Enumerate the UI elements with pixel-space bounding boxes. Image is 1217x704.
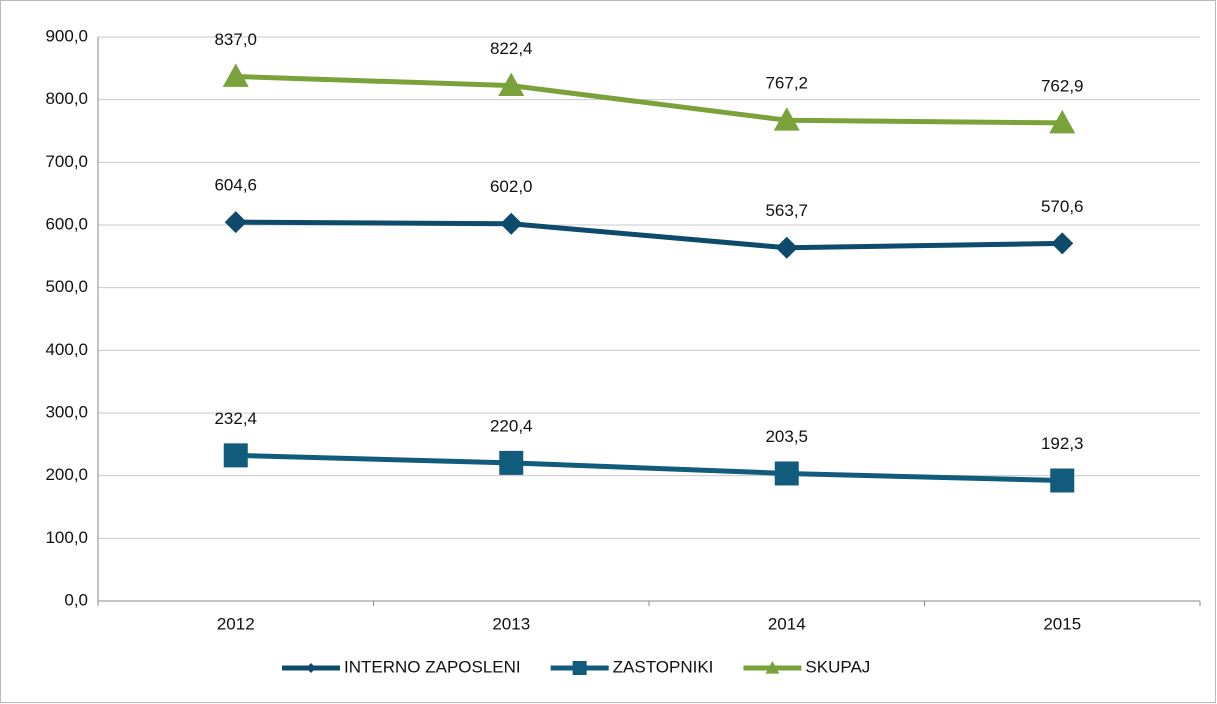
marker [1049,109,1076,134]
x-tick-label: 2014 [768,614,806,633]
x-tick-label: 2015 [1043,614,1081,633]
data-label: 570,6 [1041,197,1084,216]
data-label: 232,4 [214,409,257,428]
marker [1050,468,1075,493]
x-tick-label: 2012 [217,614,255,633]
data-label: 192,3 [1041,434,1084,453]
y-tick-label: 800,0 [45,89,88,108]
series-line [235,73,1063,126]
y-tick-label: 600,0 [45,214,88,233]
data-label: 837,0 [214,30,257,49]
series-line [235,219,1063,251]
data-label: 604,6 [214,176,257,195]
marker [223,443,248,468]
y-tick-label: 500,0 [45,277,88,296]
data-label: 767,2 [765,74,808,93]
y-tick-label: 700,0 [45,152,88,171]
legend-label: INTERNO ZAPOSLENI [344,657,521,676]
marker [775,236,798,259]
legend-label: SKUPAJ [805,657,870,676]
data-label: 220,4 [490,416,533,435]
y-tick-label: 100,0 [45,528,88,547]
marker [500,212,523,235]
y-tick-label: 400,0 [45,340,88,359]
data-label: 563,7 [765,201,808,220]
y-tick-label: 0,0 [64,590,88,609]
data-label: 762,9 [1041,76,1084,95]
marker [498,72,525,97]
marker [222,63,249,87]
legend-label: ZASTOPNIKI [613,657,714,676]
y-tick-label: 900,0 [45,26,88,45]
y-tick-label: 200,0 [45,465,88,484]
marker [499,450,524,475]
data-label: 602,0 [490,177,533,196]
marker [306,663,316,673]
data-label: 203,5 [765,427,808,446]
series-line [235,452,1063,483]
x-tick-label: 2013 [492,614,530,633]
marker [1051,232,1074,255]
y-tick-label: 300,0 [45,402,88,421]
marker [773,107,800,131]
marker [774,461,799,486]
data-label: 822,4 [490,39,533,58]
marker [224,211,247,234]
marker [572,661,587,675]
marker [765,661,780,674]
